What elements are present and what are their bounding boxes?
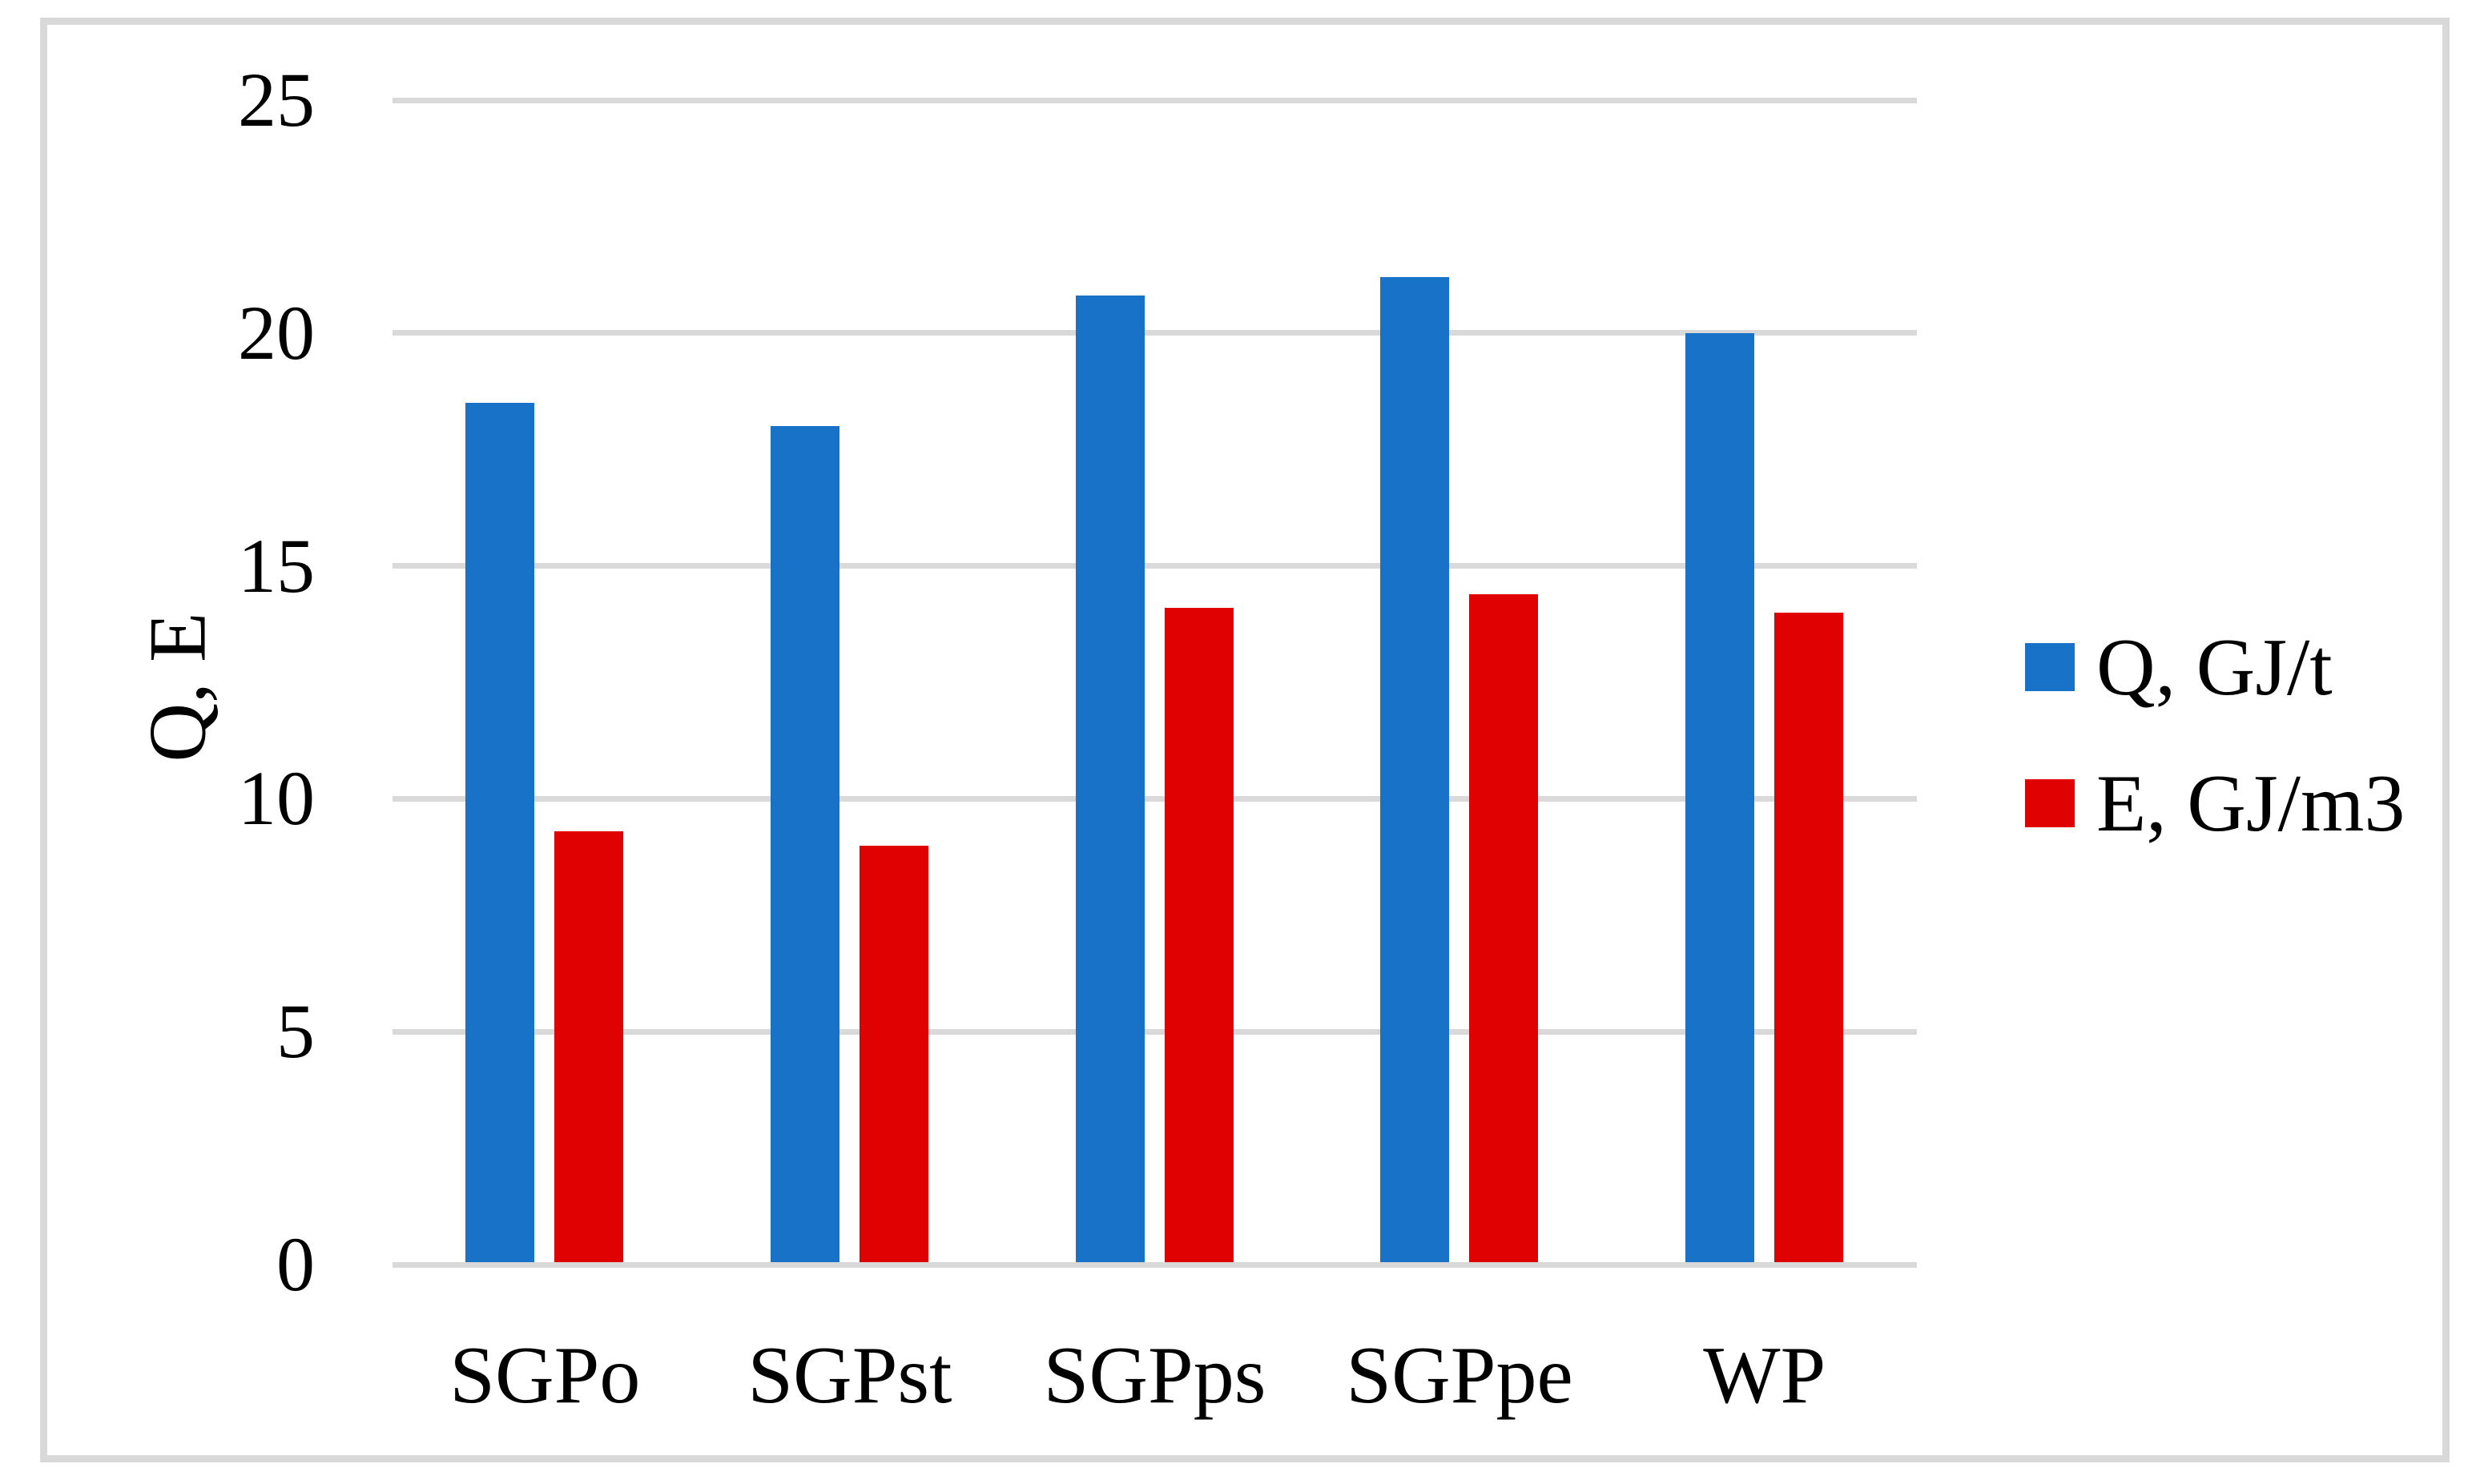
legend: Q, GJ/t E, GJ/m3 (2025, 622, 2405, 849)
bar-e-sgpo (554, 831, 624, 1262)
x-tick-label-sgpps: SGPps (1043, 1330, 1266, 1421)
x-tick-label-sgpo: SGPo (449, 1330, 641, 1421)
bar-e-sgpps (1164, 607, 1234, 1262)
legend-item-q: Q, GJ/t (2025, 622, 2405, 713)
gridline-25 (393, 97, 1917, 103)
gridline-10 (393, 795, 1917, 802)
bar-q-sgppe (1380, 277, 1450, 1262)
y-tick-label-5: 5 (276, 988, 315, 1075)
y-tick-label-15: 15 (238, 522, 315, 609)
x-axis: SGPo SGPst SGPps SGPpe WP (393, 1320, 1917, 1432)
bar-q-sgpps (1075, 296, 1145, 1262)
x-tick-label-sgpst: SGPst (747, 1330, 952, 1421)
gridline-5 (393, 1028, 1917, 1035)
bar-e-wp (1773, 612, 1843, 1262)
legend-label-e: E, GJ/m3 (2096, 758, 2406, 849)
bar-e-sgppe (1469, 593, 1539, 1262)
gridline-15 (393, 563, 1917, 569)
legend-swatch-q-icon (2025, 643, 2075, 691)
y-tick-label-20: 20 (238, 289, 315, 376)
gridline-20 (393, 330, 1917, 336)
x-tick-label-wp: WP (1703, 1330, 1826, 1421)
y-tick-label-10: 10 (238, 755, 315, 842)
bar-e-sgpst (859, 845, 928, 1262)
bar-q-sgpo (465, 403, 535, 1262)
x-tick-label-sgppe: SGPpe (1346, 1330, 1573, 1421)
x-axis-line (393, 1261, 1917, 1268)
bar-q-sgpst (770, 426, 839, 1262)
y-tick-label-0: 0 (276, 1221, 315, 1307)
bar-q-wp (1685, 332, 1754, 1262)
y-axis: 0 5 10 15 20 25 (0, 57, 315, 1307)
legend-swatch-e-icon (2025, 779, 2075, 827)
figure-border (40, 18, 2450, 1462)
legend-item-e: E, GJ/m3 (2025, 758, 2405, 849)
y-tick-label-25: 25 (238, 57, 315, 143)
plot-area (393, 97, 1917, 1268)
legend-label-q: Q, GJ/t (2096, 621, 2333, 713)
